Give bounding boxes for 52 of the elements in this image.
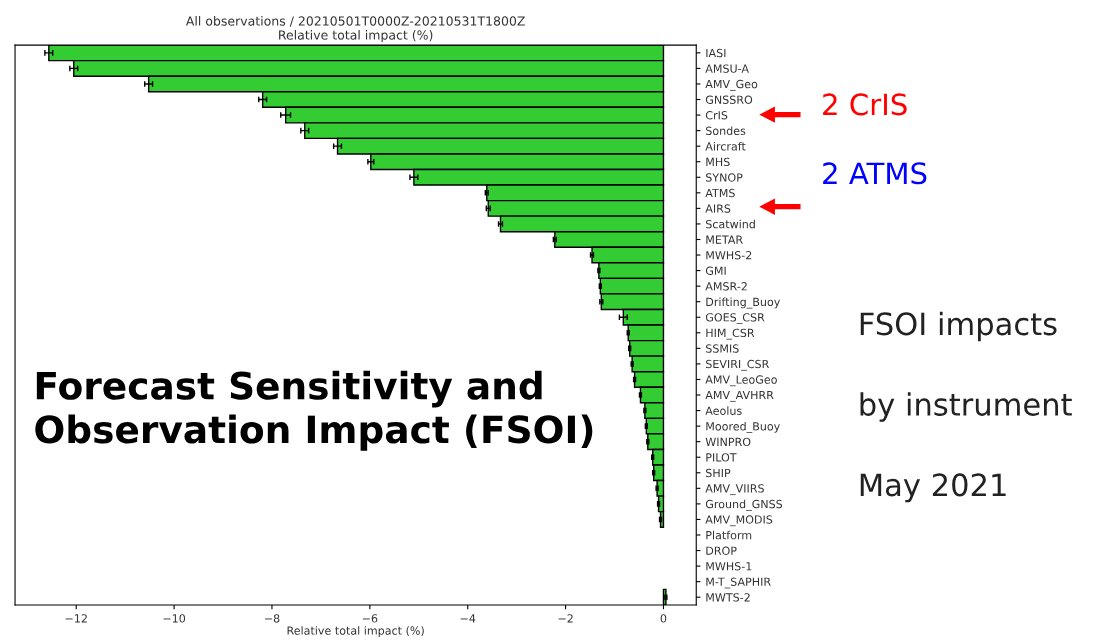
y-tick-label: Aircraft xyxy=(705,141,746,151)
y-tick-label: Platform xyxy=(706,530,752,540)
y-tick-label: AMV_MODIS xyxy=(705,515,773,527)
text: FSOI impacts xyxy=(860,311,1057,342)
y-tick-label: AMV_LeoGeo xyxy=(705,375,777,387)
y-tick-label: Ground_GNSS xyxy=(705,499,783,511)
y-tick-label: MWHS-1 xyxy=(706,562,752,571)
y-tick-label: AMSR-2 xyxy=(705,282,747,291)
y-tick-label: GMI xyxy=(705,266,726,275)
chart-subtitle: Relative total impact (%) xyxy=(279,30,433,43)
x-tick-label: −12 xyxy=(65,614,87,623)
x-tick-label: 0 xyxy=(660,614,667,623)
y-tick-label: Scatwind xyxy=(706,219,755,229)
y-tick-label: MWHS-2 xyxy=(706,251,752,260)
y-tick-label: WINPRO xyxy=(705,437,751,447)
x-tick-label: −10 xyxy=(163,614,186,623)
y-tick-label: AMSU-A xyxy=(705,64,749,73)
y-tick-label: SSMIS xyxy=(706,344,739,353)
y-tick-label: DROP xyxy=(706,546,737,555)
x-axis-title: Relative total impact (%) xyxy=(287,626,424,637)
y-tick-label: CrIS xyxy=(705,111,728,120)
y-tick-label: AMV_AVHRR xyxy=(705,390,774,402)
y-tick-label: MHS xyxy=(706,157,730,167)
y-tick-label: HIM_CSR xyxy=(706,328,755,340)
text: 2 ATMS xyxy=(823,162,927,185)
y-tick-label: Sondes xyxy=(706,126,746,135)
text: by instrument xyxy=(860,392,1072,422)
y-tick-label: MWTS-2 xyxy=(706,593,750,602)
x-tick-label: −4 xyxy=(460,614,476,623)
y-tick-label: AMV_Geo xyxy=(705,79,758,91)
x-tick-label: −8 xyxy=(264,614,280,623)
annotation: Forecast Sensitivity and Observation Impact (FSOI) xyxy=(35,370,593,451)
y-tick-label: SYNOP xyxy=(706,173,743,182)
y-tick-label: Drifting_Buoy xyxy=(706,297,781,309)
y-tick-label: AMV_VIIRS xyxy=(705,484,764,496)
y-tick-label: METAR xyxy=(706,235,743,244)
text: May 2021 xyxy=(860,473,1006,503)
y-tick-label: Moored_Buoy xyxy=(706,421,780,433)
y-tick-label: M-T_SAPHIR xyxy=(706,577,771,589)
text: 2 CrIS xyxy=(823,93,907,116)
y-tick-label: SHIP xyxy=(706,468,731,478)
y-tick-label: GOES_CSR xyxy=(705,313,765,324)
y-tick-label: IASI xyxy=(706,48,726,58)
y-tick-label: AIRS xyxy=(705,204,731,213)
y-tick-label: PILOT xyxy=(706,453,737,462)
y-tick-label: SEVIRI_CSR xyxy=(706,359,769,371)
y-tick-label: GNSSRO xyxy=(705,95,753,104)
y-tick-label: ATMS xyxy=(705,188,735,198)
y-tick-label: Aeolus xyxy=(705,406,742,415)
chart-title: All observations / 20210501T0000Z-20210531T1800Z xyxy=(185,16,525,27)
x-tick-label: −6 xyxy=(362,614,378,623)
x-tick-label: −2 xyxy=(558,614,573,623)
